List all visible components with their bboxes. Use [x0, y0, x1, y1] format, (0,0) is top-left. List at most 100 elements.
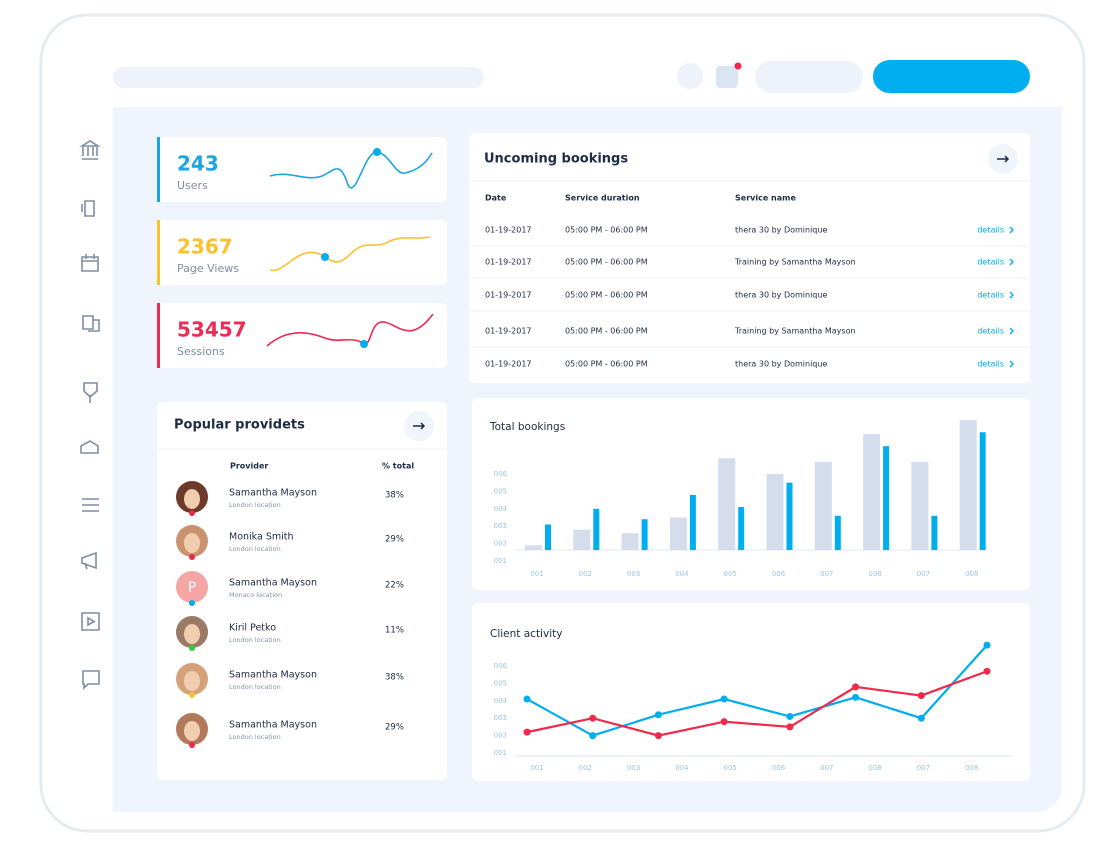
y-tick-label: 002: [494, 732, 507, 740]
bar: [766, 474, 784, 550]
details-link[interactable]: details: [977, 226, 1004, 235]
status-dot: [189, 600, 195, 606]
y-tick-label: 005: [494, 487, 507, 495]
y-tick-label: 001: [494, 749, 507, 757]
provider-share: 29%: [385, 723, 404, 733]
bar: [545, 524, 551, 550]
table-cell: 01-19-2017: [485, 291, 532, 300]
column-header: Date: [485, 194, 507, 203]
point: [852, 683, 860, 691]
status-dot: [189, 742, 195, 748]
providers-title: Popular providets: [174, 418, 305, 433]
details-link[interactable]: details: [977, 360, 1004, 369]
bar-chart-card: [472, 398, 1030, 590]
status-dot: [189, 692, 195, 698]
column-header: Service name: [735, 194, 796, 203]
notifications-button[interactable]: [716, 66, 738, 88]
x-tick-label: 002: [579, 764, 592, 772]
provider-name: Samantha Mayson: [229, 488, 317, 499]
chevron-icon: [1009, 291, 1014, 299]
provider-name: Samantha Mayson: [229, 720, 317, 731]
nav-bank[interactable]: [79, 140, 101, 160]
status-dot: [189, 554, 195, 560]
bar: [621, 533, 639, 550]
table-cell: Training by Samantha Mayson: [734, 327, 856, 336]
x-tick-label: 008: [965, 764, 978, 772]
x-tick-label: 004: [675, 570, 689, 578]
provider-share: 38%: [385, 491, 404, 501]
provider-share: 22%: [385, 581, 404, 591]
point: [786, 723, 794, 731]
status-dot: [189, 510, 195, 516]
chart-title: Client activity: [490, 628, 562, 640]
table-cell: 05:00 PM - 06:00 PM: [565, 291, 648, 300]
x-tick-label: 002: [579, 570, 592, 578]
bar: [911, 461, 929, 550]
point: [917, 714, 925, 722]
x-tick-label: 008: [868, 764, 881, 772]
nav-campaigns[interactable]: [81, 551, 97, 570]
nav-calendar[interactable]: [81, 254, 99, 272]
table-cell: thera 30 by Dominique: [735, 291, 827, 300]
avatar-face: [184, 671, 200, 691]
nav-deals[interactable]: [80, 440, 99, 454]
bookings-table: Date Service duration Service name 01-19-20…: [469, 194, 1030, 369]
bar: [931, 515, 938, 550]
point: [589, 714, 597, 722]
stat-value: 53457: [177, 318, 247, 342]
provider-share: 11%: [385, 626, 404, 636]
bookings-card: [469, 133, 1030, 383]
bar: [738, 507, 745, 550]
stat-accent: [157, 137, 160, 202]
point: [983, 641, 991, 649]
search-bar[interactable]: [113, 67, 484, 88]
stat-accent: [157, 220, 160, 285]
point: [917, 692, 925, 700]
x-tick-label: 006: [772, 570, 786, 578]
providers-table: Provider % total Samantha Mayson London loc…: [176, 462, 414, 748]
avatar-face: [184, 533, 200, 553]
x-tick-label: 007: [917, 764, 930, 772]
stat-accent: [157, 303, 160, 368]
sidebar: [79, 140, 101, 690]
details-link[interactable]: details: [977, 327, 1004, 336]
table-cell: 01-19-2017: [485, 226, 532, 235]
avatar: [176, 571, 208, 603]
point: [983, 667, 991, 675]
bar: [883, 446, 890, 550]
bar: [863, 433, 881, 550]
line: [526, 670, 988, 737]
x-tick-label: 007: [917, 570, 930, 578]
secondary-button[interactable]: [755, 61, 863, 93]
nav-media[interactable]: [81, 612, 100, 631]
details-link[interactable]: details: [977, 258, 1004, 267]
x-tick-label: 007: [820, 570, 833, 578]
bar: [593, 508, 600, 550]
table-cell: 05:00 PM - 06:00 PM: [565, 360, 648, 369]
nav-messages[interactable]: [82, 670, 100, 690]
x-tick-label: 008: [868, 570, 881, 578]
x-tick-label: 001: [530, 570, 543, 578]
y-tick-label: 002: [494, 540, 507, 548]
details-link[interactable]: details: [977, 291, 1004, 300]
nav-award[interactable]: [83, 382, 98, 403]
provider-location: London location: [229, 501, 281, 509]
stat-label: Users: [177, 179, 208, 192]
x-tick-label: 008: [965, 570, 978, 578]
nav-coins[interactable]: [82, 315, 100, 332]
table-cell: Training by Samantha Mayson: [734, 258, 856, 267]
nav-documents[interactable]: [81, 200, 95, 217]
bar: [959, 420, 977, 550]
provider-name: Samantha Mayson: [229, 578, 317, 589]
y-tick-label: 001: [494, 557, 507, 565]
notification-dot: [734, 62, 742, 70]
x-tick-label: 004: [675, 764, 689, 772]
x-tick-label: 005: [724, 570, 737, 578]
nav-settings[interactable]: [82, 498, 99, 512]
chevron-icon: [1009, 327, 1014, 335]
point: [720, 695, 728, 703]
avatar-button[interactable]: [677, 63, 703, 89]
primary-button[interactable]: [873, 60, 1030, 93]
arrow-icon: [413, 422, 426, 430]
